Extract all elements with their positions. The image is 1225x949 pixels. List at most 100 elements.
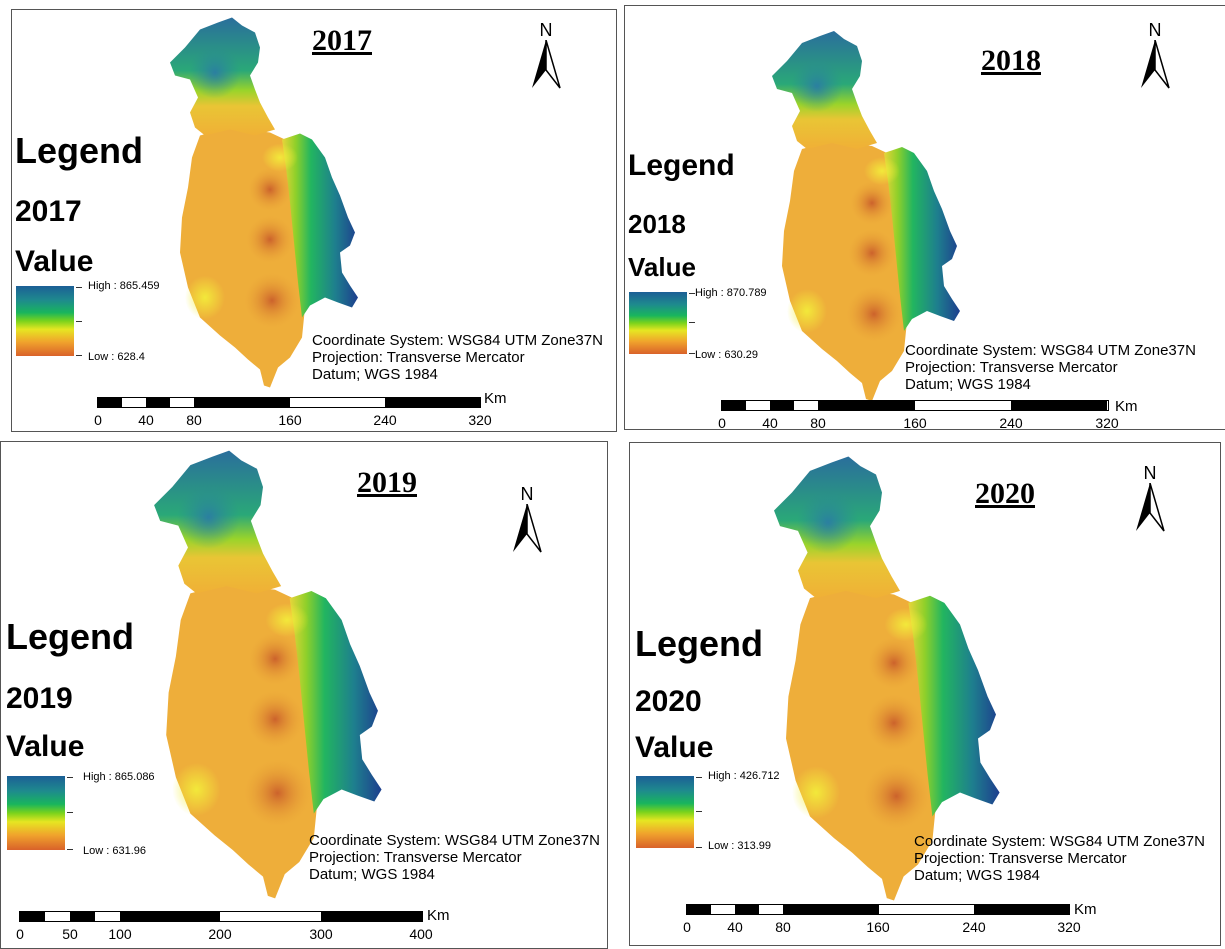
legend-color-ramp	[629, 292, 687, 354]
legend-low-label: Low : 630.29	[695, 349, 758, 361]
coord-system: Coordinate System: WSG84 UTM Zone37N	[312, 332, 603, 349]
scale-label: 240	[962, 919, 986, 935]
map-title: 2019	[357, 466, 417, 499]
legend-high-label: High : 870.789	[695, 287, 767, 299]
scale-bar	[686, 904, 1070, 915]
ramp-tick	[689, 353, 695, 354]
map-panel-2020: 2020 N Legend 2020 Value High : 426.712 …	[629, 442, 1221, 946]
scale-bar	[721, 400, 1109, 411]
north-label: N	[1148, 20, 1162, 40]
scale-label: 240	[373, 412, 397, 428]
north-arrow: N	[507, 484, 547, 564]
legend-color-ramp	[7, 776, 65, 850]
north-label: N	[520, 484, 534, 504]
coord-projection: Projection: Transverse Mercator	[905, 359, 1118, 376]
coordinate-info: Coordinate System: WSG84 UTM Zone37N Pro…	[914, 833, 1205, 884]
ramp-tick	[76, 355, 82, 356]
scale-label: 80	[186, 412, 202, 428]
legend-value-label: Value	[6, 730, 85, 763]
ramp-tick	[696, 847, 702, 848]
legend-color-ramp	[636, 776, 694, 848]
scale-label: 0	[718, 415, 726, 430]
ramp-tick	[76, 287, 82, 288]
scale-label: 240	[999, 415, 1023, 430]
scale-label: 0	[16, 926, 24, 942]
scale-label: 0	[94, 412, 102, 428]
scale-bar	[19, 911, 423, 922]
scale-unit: Km	[1115, 398, 1138, 415]
north-arrow: N	[1135, 20, 1175, 100]
scale-label: 40	[138, 412, 154, 428]
map-title: 2018	[981, 44, 1041, 77]
legend-heading: Legend	[15, 130, 144, 171]
scale-label: 160	[278, 412, 302, 428]
scale-unit: Km	[427, 907, 450, 924]
map-panel-2019: 2019 N Legend 2019 Value High : 865.086 …	[0, 441, 608, 949]
north-label: N	[539, 20, 553, 40]
coordinate-info: Coordinate System: WSG84 UTM Zone37N Pro…	[905, 342, 1196, 393]
legend-high-label: High : 426.712	[708, 770, 780, 782]
coord-datum: Datum; WGS 1984	[309, 866, 435, 883]
scale-label: 50	[62, 926, 78, 942]
legend-year: 2018	[628, 209, 686, 239]
scale-label: 80	[775, 919, 791, 935]
scale-unit: Km	[484, 390, 507, 407]
legend-high-label: High : 865.459	[88, 280, 160, 292]
north-arrow-icon	[1141, 40, 1170, 89]
scale-label: 200	[208, 926, 232, 942]
scale-unit: Km	[1074, 901, 1097, 918]
legend-heading: Legend	[628, 149, 735, 182]
legend-year: 2019	[6, 682, 73, 715]
ramp-tick	[696, 811, 702, 812]
coordinate-info: Coordinate System: WSG84 UTM Zone37N Pro…	[312, 332, 603, 383]
north-arrow-icon	[513, 504, 542, 553]
coord-datum: Datum; WGS 1984	[312, 366, 438, 383]
scale-label: 400	[409, 926, 433, 942]
coord-datum: Datum; WGS 1984	[914, 867, 1040, 884]
scale-label: 160	[866, 919, 890, 935]
scale-label: 40	[762, 415, 778, 430]
scale-label: 40	[727, 919, 743, 935]
scale-label: 300	[309, 926, 333, 942]
legend-heading: Legend	[635, 623, 764, 664]
scale-bar	[97, 397, 481, 408]
north-arrow: N	[526, 20, 566, 100]
ramp-tick	[67, 849, 73, 850]
scale-label: 0	[683, 919, 691, 935]
scale-label: 100	[108, 926, 132, 942]
coord-projection: Projection: Transverse Mercator	[914, 850, 1127, 867]
legend-year: 2020	[635, 685, 702, 718]
coord-system: Coordinate System: WSG84 UTM Zone37N	[914, 833, 1205, 850]
legend-year: 2017	[15, 195, 82, 228]
map-title: 2020	[975, 477, 1035, 510]
scale-label: 320	[1095, 415, 1119, 430]
ramp-tick	[689, 293, 695, 294]
ramp-tick	[67, 812, 73, 813]
north-label: N	[1143, 463, 1157, 483]
scale-label: 80	[810, 415, 826, 430]
map-panel-2018: 2018 N Legend 2018 Value High : 870.789 …	[624, 5, 1225, 430]
ramp-tick	[689, 322, 695, 323]
north-arrow: N	[1130, 463, 1170, 543]
legend-value-label: Value	[635, 731, 714, 764]
legend-value-label: Value	[628, 252, 696, 282]
coord-system: Coordinate System: WSG84 UTM Zone37N	[905, 342, 1196, 359]
ramp-tick	[67, 777, 73, 778]
coord-projection: Projection: Transverse Mercator	[309, 849, 522, 866]
scale-label: 320	[468, 412, 492, 428]
legend-value-label: Value	[15, 245, 94, 278]
coordinate-info: Coordinate System: WSG84 UTM Zone37N Pro…	[309, 832, 600, 883]
legend-high-label: High : 865.086	[83, 771, 155, 783]
coord-datum: Datum; WGS 1984	[905, 376, 1031, 393]
coord-projection: Projection: Transverse Mercator	[312, 349, 525, 366]
ramp-tick	[696, 777, 702, 778]
coord-system: Coordinate System: WSG84 UTM Zone37N	[309, 832, 600, 849]
scale-label: 320	[1057, 919, 1081, 935]
ramp-tick	[76, 321, 82, 322]
map-panel-2017: 2017 N Legend 2017 Value High : 865.459 …	[11, 9, 617, 432]
map-title: 2017	[312, 24, 372, 57]
north-arrow-icon	[1136, 483, 1165, 532]
legend-low-label: Low : 628.4	[88, 351, 145, 363]
legend-heading: Legend	[6, 616, 135, 657]
legend-low-label: Low : 313.99	[708, 840, 771, 852]
